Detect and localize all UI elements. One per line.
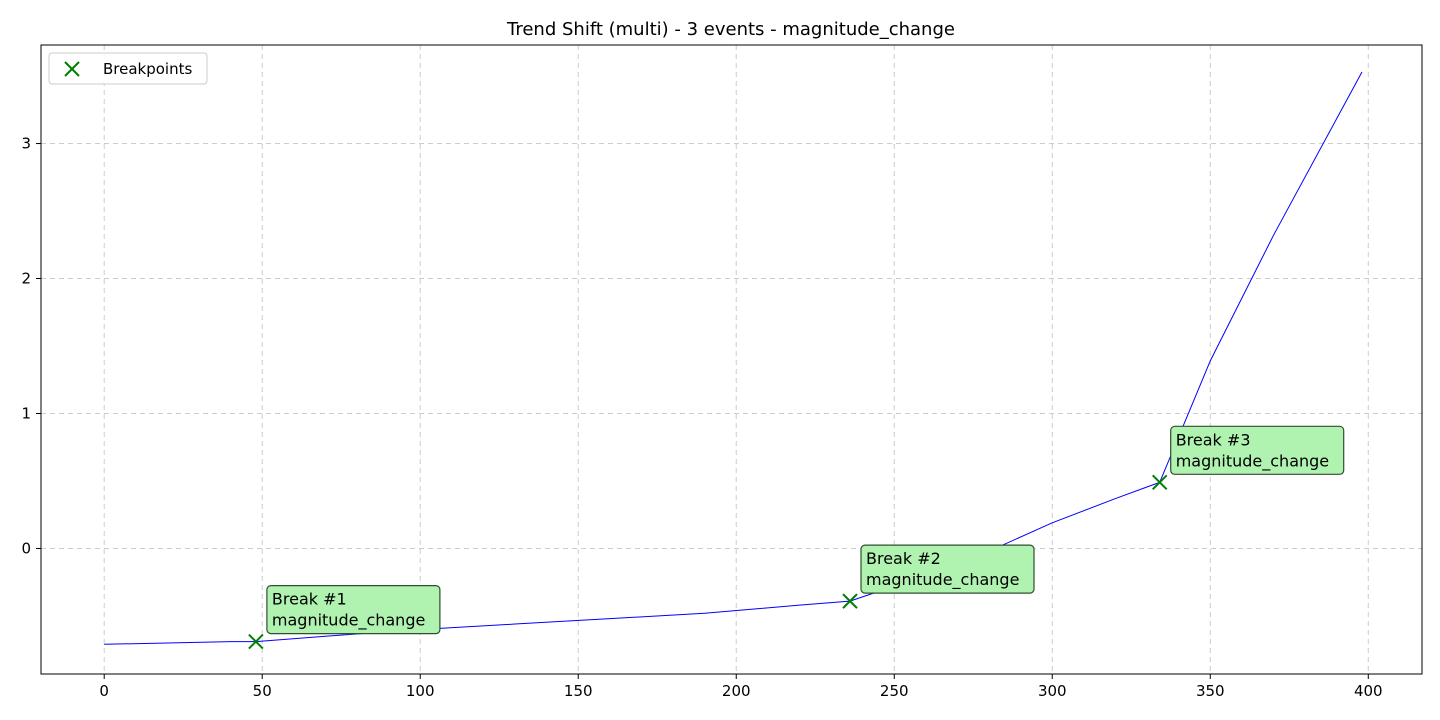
- y-tick-label: 2: [21, 270, 31, 288]
- x-tick-label: 100: [406, 682, 435, 700]
- y-tick-label: 0: [21, 539, 31, 557]
- series-layer: [104, 71, 1363, 645]
- marker-stroke: [1151, 474, 1168, 491]
- breakpoint-markers: [248, 474, 1168, 650]
- x-tick-label: 350: [1196, 682, 1225, 700]
- series-line: [104, 71, 1363, 645]
- x-tick-label: 0: [99, 682, 109, 700]
- legend-item: Breakpoints: [64, 60, 192, 78]
- breakpoint-marker: [248, 633, 264, 650]
- annotation-box: [266, 585, 441, 635]
- annotation-subtitle: magnitude_change: [1176, 451, 1329, 471]
- breakpoint-marker: [842, 593, 858, 609]
- legend-marker-icon: [64, 61, 80, 77]
- x-tick-label: 400: [1354, 682, 1383, 700]
- x-tick-label: 200: [722, 682, 751, 700]
- marker-stroke: [842, 593, 858, 609]
- breakpoint-annotation: Break #3 magnitude_change: [1170, 425, 1345, 475]
- grid: [41, 45, 1422, 674]
- axis-ticks: 0 50 100 150 200 250 300 350 400 0 1 2 3: [21, 135, 1382, 700]
- annotation-subtitle: magnitude_change: [272, 611, 425, 631]
- marker-stroke: [248, 633, 264, 650]
- annotation-title: Break #1: [272, 590, 347, 609]
- x-tick-label: 150: [564, 682, 593, 700]
- legend: Breakpoints: [48, 52, 208, 85]
- y-tick-label: 3: [21, 135, 31, 153]
- annotation-title: Break #2: [866, 549, 941, 568]
- breakpoint-annotations: Break #1 magnitude_change Break #2 magnitud…: [266, 425, 1345, 635]
- plot-frame: [40, 44, 1423, 675]
- x-tick-label: 300: [1038, 682, 1067, 700]
- annotation-subtitle: magnitude_change: [866, 570, 1019, 590]
- chart-title: Trend Shift (multi) - 3 events - magnitu…: [506, 19, 955, 40]
- annotation-title: Break #3: [1176, 430, 1251, 449]
- annotation-box: [860, 544, 1035, 594]
- legend-box: [48, 52, 208, 85]
- x-tick-label: 50: [253, 682, 272, 700]
- breakpoint-annotation: Break #1 magnitude_change: [266, 585, 441, 635]
- breakpoint-annotation: Break #2 magnitude_change: [860, 544, 1035, 594]
- annotation-box: [1170, 425, 1345, 475]
- legend-label: Breakpoints: [103, 60, 192, 78]
- x-tick-label: 250: [880, 682, 909, 700]
- breakpoint-marker: [1151, 474, 1168, 491]
- y-tick-label: 1: [21, 404, 31, 422]
